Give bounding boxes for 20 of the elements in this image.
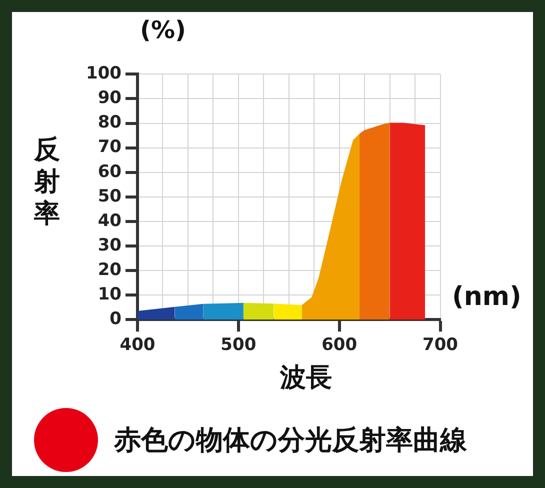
text: (%) [140,16,186,44]
x-tick-label: 700 [422,335,458,356]
y-tick-label: 40 [98,210,122,231]
y-tick-label: 0 [110,309,122,330]
x-tick-label: 400 [120,335,156,356]
text: (nm) [452,282,522,312]
y-tick-label: 30 [98,235,122,256]
y-tick-label: 50 [98,186,122,206]
y-tick-label: 80 [98,112,122,133]
y-tick-label: 20 [98,260,122,280]
y-axis-title: 反射率 [34,134,60,230]
y-tick-label: 100 [86,64,122,84]
y-tick-label: 90 [98,88,122,108]
y-tick-label: 60 [98,162,122,182]
x-tick-label: 500 [220,335,256,356]
x-axis-title: 波長 [280,362,332,395]
text: 赤色の物体の分光反射率曲線 [114,424,467,458]
y-tick-label: 10 [98,284,122,304]
y-tick-label: 70 [98,137,122,158]
x-tick-label: 600 [322,335,358,356]
